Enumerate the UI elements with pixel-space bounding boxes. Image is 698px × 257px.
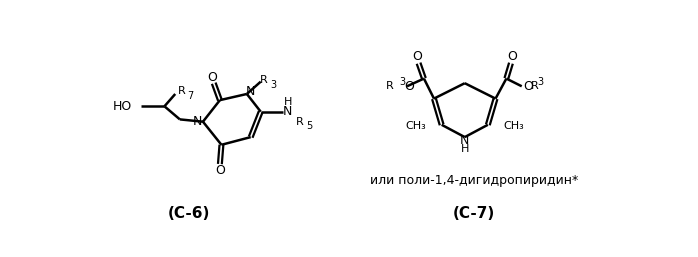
Text: H: H — [461, 144, 469, 154]
Text: R: R — [385, 81, 393, 91]
Text: R: R — [531, 81, 539, 91]
Text: R: R — [177, 86, 185, 96]
Text: R: R — [260, 75, 267, 85]
Text: HO: HO — [113, 100, 132, 113]
Text: R: R — [296, 117, 304, 127]
Text: CH₃: CH₃ — [406, 121, 426, 131]
Text: O: O — [412, 50, 422, 63]
Text: 3: 3 — [270, 80, 276, 90]
Text: O: O — [507, 50, 517, 63]
Text: N: N — [283, 105, 292, 118]
Text: (C-7): (C-7) — [453, 206, 495, 221]
Text: O: O — [207, 70, 217, 84]
Text: O: O — [405, 80, 415, 93]
Text: H: H — [283, 97, 292, 107]
Text: или поли-1,4-дигидропиридин*: или поли-1,4-дигидропиридин* — [370, 175, 578, 188]
Text: N: N — [460, 134, 470, 148]
Text: N: N — [193, 115, 202, 128]
Text: (C-6): (C-6) — [168, 206, 210, 221]
Text: 7: 7 — [188, 90, 194, 100]
Text: CH₃: CH₃ — [503, 121, 524, 131]
Text: N: N — [246, 85, 255, 98]
Text: O: O — [524, 80, 533, 93]
Text: 5: 5 — [306, 121, 313, 131]
Text: 3: 3 — [399, 77, 406, 87]
Text: 3: 3 — [537, 77, 543, 87]
Text: O: O — [215, 164, 225, 177]
